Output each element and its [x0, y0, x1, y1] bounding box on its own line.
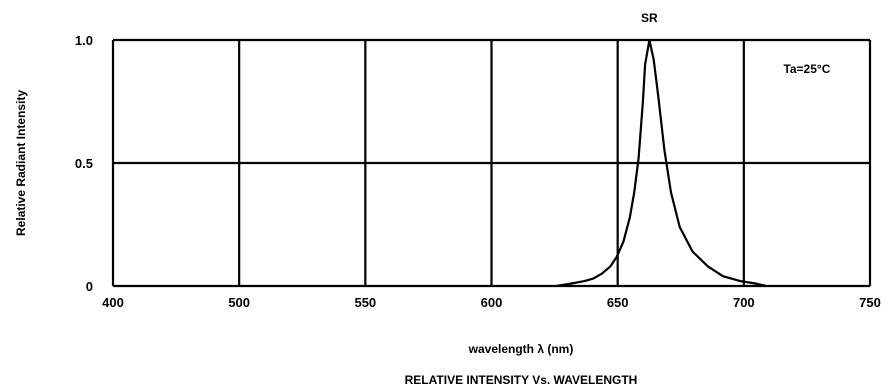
series-group: [556, 38, 767, 288]
x-tick-label: 700: [733, 295, 755, 310]
x-tick-label: 650: [607, 295, 629, 310]
x-tick-label: 600: [481, 295, 503, 310]
x-tick-label: 750: [859, 295, 881, 310]
x-axis-ticks: 400 500 550 600 650 700 750: [102, 295, 881, 310]
y-tick-label: 0.5: [75, 156, 93, 171]
y-axis-label: Relative Radiant Intensity: [14, 90, 28, 236]
y-axis-ticks: 0 0.5 1.0: [75, 33, 93, 294]
series-label: SR: [641, 11, 658, 25]
y-tick-label: 0: [86, 279, 93, 294]
x-tick-label: 500: [228, 295, 250, 310]
y-tick-label: 1.0: [75, 33, 93, 48]
series-line: [556, 38, 767, 288]
x-tick-label: 550: [354, 295, 376, 310]
chart-caption: RELATIVE INTENSITY Vs. WAVELENGTH: [405, 373, 638, 387]
x-axis-label: wavelength λ (nm): [468, 342, 574, 356]
chart-grid: [111, 38, 872, 288]
temperature-annotation: Ta=25°C: [783, 62, 830, 76]
x-tick-label: 400: [102, 295, 124, 310]
